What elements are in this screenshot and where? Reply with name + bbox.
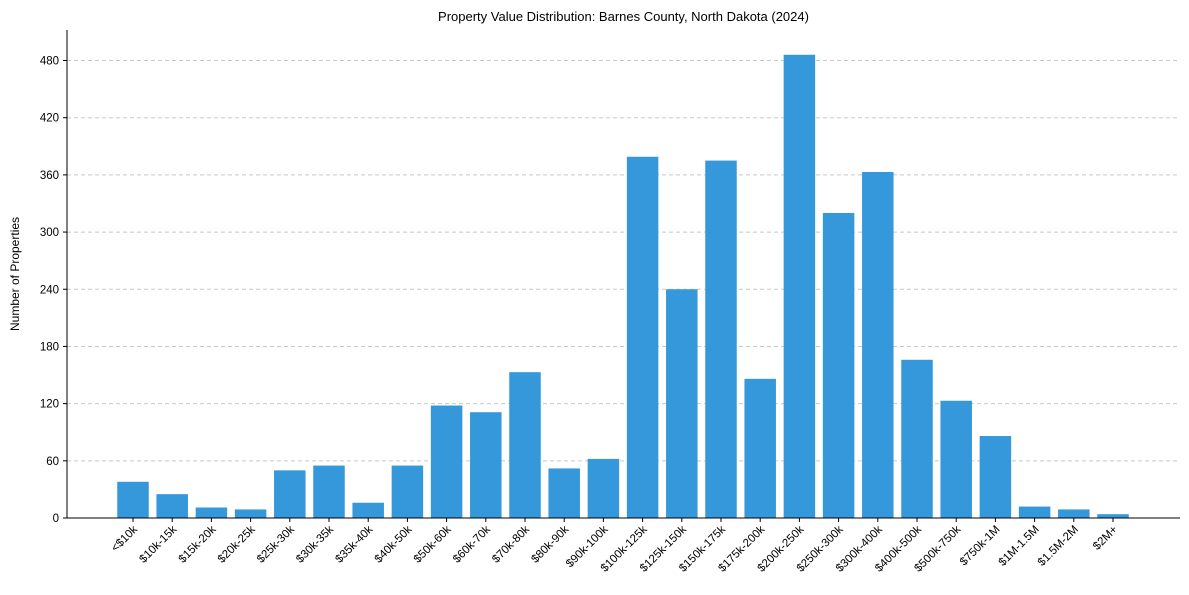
bar — [117, 481, 149, 518]
bar — [940, 400, 972, 518]
x-tick-label: $1M-1.5M — [997, 524, 1042, 569]
x-tick-label: $35k-40k — [333, 523, 375, 565]
bar — [234, 509, 267, 518]
x-tick-label: <$10k — [109, 523, 140, 554]
bar — [822, 213, 855, 518]
y-tick-label: 120 — [40, 399, 59, 411]
x-tick-label: $50k-60k — [412, 523, 454, 565]
bar — [352, 502, 384, 518]
bar — [470, 412, 502, 518]
bar — [548, 468, 580, 518]
x-tick-label: $20k-25k — [216, 523, 258, 565]
x-tick-label: $10k-15k — [137, 523, 179, 565]
y-tick-label: 0 — [53, 513, 59, 525]
bar — [195, 507, 228, 518]
x-tick-label: $60k-70k — [451, 523, 493, 565]
x-tick-label: $1.5M-2M — [1036, 524, 1081, 569]
x-ticks: <$10k$10k-15k$15k-20k$20k-25k$25k-30k$30… — [109, 518, 1120, 575]
bar — [313, 465, 345, 518]
bar — [156, 494, 188, 518]
bar — [391, 465, 424, 518]
y-tick-label: 300 — [40, 227, 59, 239]
y-tick-label: 180 — [40, 341, 59, 353]
bar — [1018, 506, 1051, 518]
chart-title: Property Value Distribution: Barnes Coun… — [438, 9, 809, 24]
bar — [274, 470, 306, 518]
y-tick-label: 240 — [40, 284, 59, 296]
bar — [979, 436, 1012, 518]
y-axis-label: Number of Properties — [8, 217, 22, 331]
x-tick-label: $70k-80k — [490, 523, 532, 565]
axes — [66, 30, 1180, 519]
bar — [430, 405, 463, 518]
x-tick-label: $2M+ — [1091, 523, 1120, 552]
bar — [744, 378, 776, 518]
bar — [1058, 509, 1090, 518]
bar — [509, 372, 541, 518]
bar — [862, 172, 894, 518]
x-tick-label: $750k-1M — [958, 524, 1003, 569]
y-tick-label: 60 — [46, 456, 59, 468]
bar — [1097, 514, 1129, 518]
y-tick-label: 420 — [40, 113, 59, 125]
y-tick-label: 480 — [40, 56, 59, 68]
bar — [666, 289, 698, 518]
y-tick-label: 360 — [40, 170, 59, 182]
y-ticks: 0 60 120 180 240 300 360 420 480 — [40, 56, 67, 525]
x-tick-label: $25k-30k — [255, 523, 297, 565]
bar — [587, 458, 620, 518]
bar — [901, 359, 933, 518]
x-tick-label: $40k-50k — [373, 523, 415, 565]
bar — [705, 160, 737, 518]
x-tick-label: $15k-20k — [177, 523, 219, 565]
grid-lines — [67, 60, 1180, 462]
bars — [117, 54, 1129, 518]
x-tick-label: $30k-35k — [294, 523, 336, 565]
bar — [783, 54, 816, 518]
bar — [626, 156, 659, 518]
